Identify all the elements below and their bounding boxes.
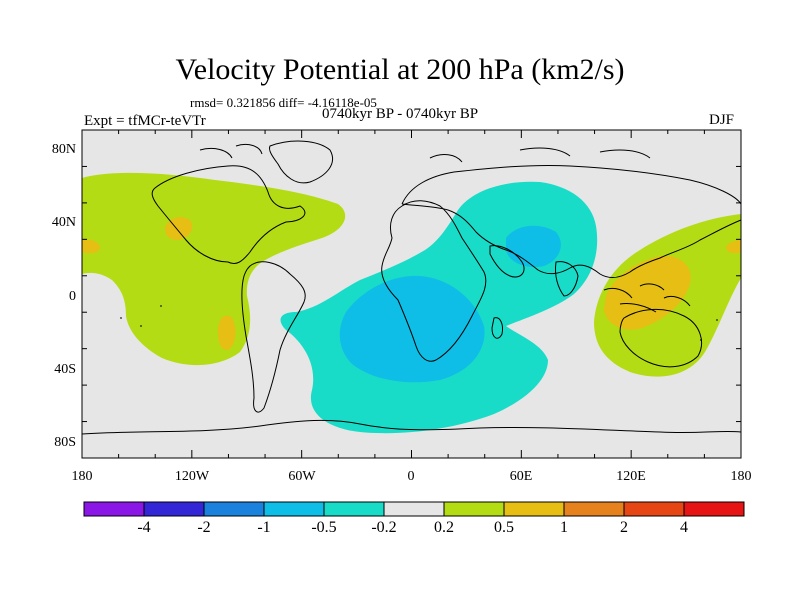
colorbar-label: -2 [197,519,210,536]
colorbar-cell [683,501,745,517]
europe-africa-coast [381,200,487,362]
colorbar-cell [203,501,265,517]
positive-core-east-pacific [218,315,236,350]
stats-label: rmsd= 0.321856 diff= -4.16118e-05 [190,95,377,110]
colorbar-cell [323,501,385,517]
lat-label-80s: 80S [54,435,76,450]
contour-fields [82,172,741,434]
latitude-labels: 80N 40N 0 40S 80S [52,142,76,450]
antarctica-coast [81,419,742,435]
experiment-label: Expt = tfMCr-teVTr [84,113,206,129]
colorbar [83,501,745,517]
colorbar-label: 1 [560,519,568,536]
colorbar-label: 0.2 [434,519,454,536]
positive-core-dateline-east [726,240,741,254]
coastlines [81,140,742,435]
pacific-islands [120,305,718,341]
arabia-coast [489,245,525,278]
lon-label-180w: 180 [72,469,93,484]
colorbar-cell [503,501,565,517]
colorbar-cell [83,501,145,517]
lon-label-60e: 60E [510,469,533,484]
negative-core-arabia [506,225,561,268]
colorbar-labels: -4 -2 -1 -0.5 -0.2 0.2 0.5 1 2 4 [137,519,688,536]
madagascar-coast [491,317,503,339]
colorbar-cell [143,501,205,517]
colorbar-label: 2 [620,519,628,536]
lon-label-60w: 60W [288,469,316,484]
colorbar-label: -1 [257,519,270,536]
lat-label-40n: 40N [52,215,76,230]
season-label: DJF [709,112,735,128]
colorbar-label: -0.2 [371,519,396,536]
colorbar-cell [563,501,625,517]
axis-ticks [81,129,742,459]
arctic-islands [199,143,651,163]
colorbar-cell [263,501,325,517]
colorbar-label: 4 [680,519,688,536]
lon-label-120w: 120W [175,469,210,484]
colorbar-cell [443,501,505,517]
lon-label-180e: 180 [731,469,752,484]
longitude-labels: 180 120W 60W 0 60E 120E 180 [72,469,752,484]
lon-label-0: 0 [408,469,415,484]
lat-label-80n: 80N [52,142,76,157]
southeast-asia-islands [603,283,691,313]
lat-label-40s: 40S [54,362,76,377]
eurasia-coast [401,164,742,279]
greenland-coast [269,140,333,184]
colorbar-label: -0.5 [311,519,336,536]
colorbar-cell [623,501,685,517]
colorbar-label: -4 [137,519,150,536]
map-title: Velocity Potential at 200 hPa (km2/s) [175,53,625,86]
lat-label-0: 0 [69,289,76,304]
positive-region-pacific-americas [82,172,346,366]
colorbar-cell [383,501,445,517]
north-america-coast [151,165,306,265]
period-label: 0740kyr BP - 0740kyr BP [322,106,479,122]
india-coast [555,261,579,297]
lon-label-120e: 120E [616,469,646,484]
negative-core-africa [339,275,485,383]
colorbar-label: 0.5 [494,519,514,536]
positive-core-dateline-west [82,239,100,254]
south-america-coast [241,261,306,413]
australia-coast [619,308,702,368]
